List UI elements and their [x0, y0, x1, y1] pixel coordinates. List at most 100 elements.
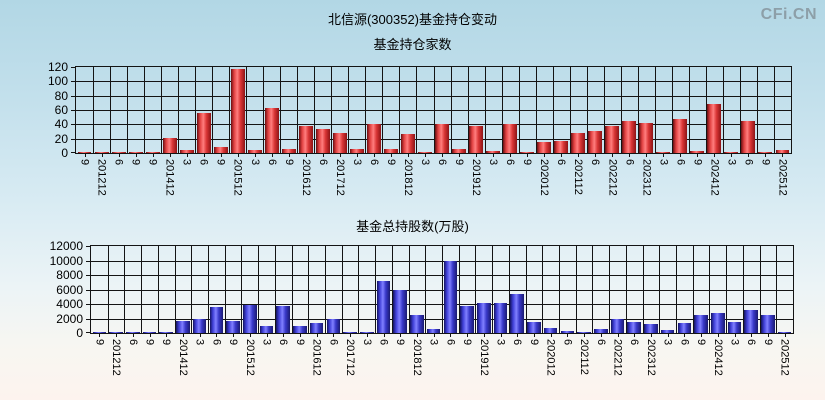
y-axis-tick: [86, 332, 90, 333]
gridline-x: [358, 246, 359, 333]
x-axis-tick: [601, 333, 602, 337]
gridline-x: [331, 67, 332, 153]
x-axis-tick: [517, 333, 518, 337]
bar-9: [281, 148, 296, 153]
x-axis-tick: [668, 333, 669, 337]
bar-201212: [109, 332, 123, 333]
gridline-x: [342, 246, 343, 333]
x-tick-label: 3: [360, 339, 373, 346]
x-tick-label: 6: [674, 159, 687, 166]
gridline-x: [399, 67, 400, 153]
y-axis-tick: [71, 67, 75, 68]
x-tick-label: 9: [761, 339, 774, 346]
bar-6: [741, 120, 756, 153]
y-axis-tick: [86, 319, 90, 320]
x-axis-tick: [272, 153, 273, 157]
bar-9: [393, 290, 408, 333]
gridline-x: [553, 67, 554, 153]
gridline-x: [609, 246, 610, 333]
gridline-x: [93, 67, 94, 153]
x-tick-label: 6: [742, 159, 755, 166]
x-axis-tick: [442, 153, 443, 157]
bar-6: [554, 140, 569, 153]
x-axis-tick: [238, 153, 239, 157]
bar-201212: [94, 152, 109, 153]
x-axis-tick: [300, 333, 301, 337]
fund-shares-plot: 0 2000 4000 6000 8000 10000 12000 9 201212 6 9 9 201…: [50, 239, 794, 376]
page-title: 北信源(300352)基金持仓变动: [327, 12, 498, 27]
bar-202012: [537, 141, 552, 153]
y-axis-tick: [71, 81, 75, 82]
x-axis-tick: [450, 333, 451, 337]
x-tick-label: 9: [143, 339, 156, 346]
x-tick-label: 9: [214, 159, 227, 166]
gridline-x: [760, 246, 761, 333]
bar-201412: [162, 137, 177, 153]
bar-9: [527, 322, 541, 333]
bar-6: [588, 130, 603, 153]
gridline-x: [485, 67, 486, 153]
x-tick-label: 3: [260, 339, 273, 346]
x-axis-tick: [250, 333, 251, 337]
y-axis-tick: [71, 152, 75, 153]
x-tick-label: 201612: [310, 339, 323, 376]
bar-9: [758, 152, 773, 153]
gridline-x: [409, 246, 410, 333]
x-tick-label: 201812: [401, 159, 414, 196]
gridline-x: [191, 246, 192, 333]
bar-201812: [400, 133, 415, 153]
bar-9: [145, 151, 160, 153]
bar-3: [179, 150, 194, 153]
x-tick-label: 6: [436, 159, 448, 166]
gridline-x: [325, 246, 326, 333]
x-tick-label: 202112: [578, 339, 591, 375]
gridline-x: [459, 246, 460, 333]
gridline-x: [158, 246, 159, 333]
bar-202512: [777, 331, 792, 333]
gridline-x: [587, 67, 588, 153]
x-axis-tick: [333, 333, 334, 337]
bar-6: [376, 280, 391, 333]
y-axis-tick: [86, 261, 90, 262]
bar-6: [209, 306, 224, 333]
x-tick-label: 6: [504, 159, 517, 166]
bar-6: [673, 118, 688, 153]
bar-201612: [309, 322, 324, 333]
gridline-x: [442, 246, 443, 333]
gridline-x: [693, 246, 694, 333]
x-tick-label: 9: [461, 339, 474, 346]
bar-6: [276, 306, 291, 333]
bar-202412: [707, 104, 722, 153]
gridline-x: [348, 67, 349, 153]
x-axis-tick: [357, 153, 358, 157]
y-tick-label: 60: [54, 103, 68, 117]
gridline-x: [108, 246, 109, 333]
x-tick-label: 3: [180, 159, 193, 166]
gridline-x: [195, 67, 196, 153]
y-tick-label: 12000: [49, 239, 83, 253]
x-axis-tick: [768, 333, 769, 337]
x-axis-tick: [527, 153, 528, 157]
bar-3: [192, 318, 207, 333]
bar-6: [125, 332, 140, 333]
y-axis-tick: [86, 275, 90, 276]
gridline-x: [275, 246, 276, 333]
x-tick-label: 9: [759, 159, 772, 166]
gridline-x: [308, 246, 309, 333]
x-tick-label: 3: [728, 339, 741, 346]
bar-201612: [298, 126, 313, 153]
gridline-y: [76, 110, 791, 111]
x-tick-label: 6: [511, 339, 524, 346]
x-tick-label: 201712: [344, 339, 357, 376]
x-axis-tick: [350, 333, 351, 337]
gridline-x: [141, 246, 142, 333]
x-tick-label: 6: [745, 339, 758, 346]
y-axis-tick: [71, 124, 75, 125]
bar-202312: [639, 122, 654, 153]
x-axis-tick: [289, 153, 290, 157]
x-axis-tick: [417, 333, 418, 337]
y-tick-label: 8000: [56, 268, 83, 282]
x-axis-tick: [425, 153, 426, 157]
y-tick-label: 80: [54, 89, 68, 103]
bar-201712: [343, 331, 357, 333]
